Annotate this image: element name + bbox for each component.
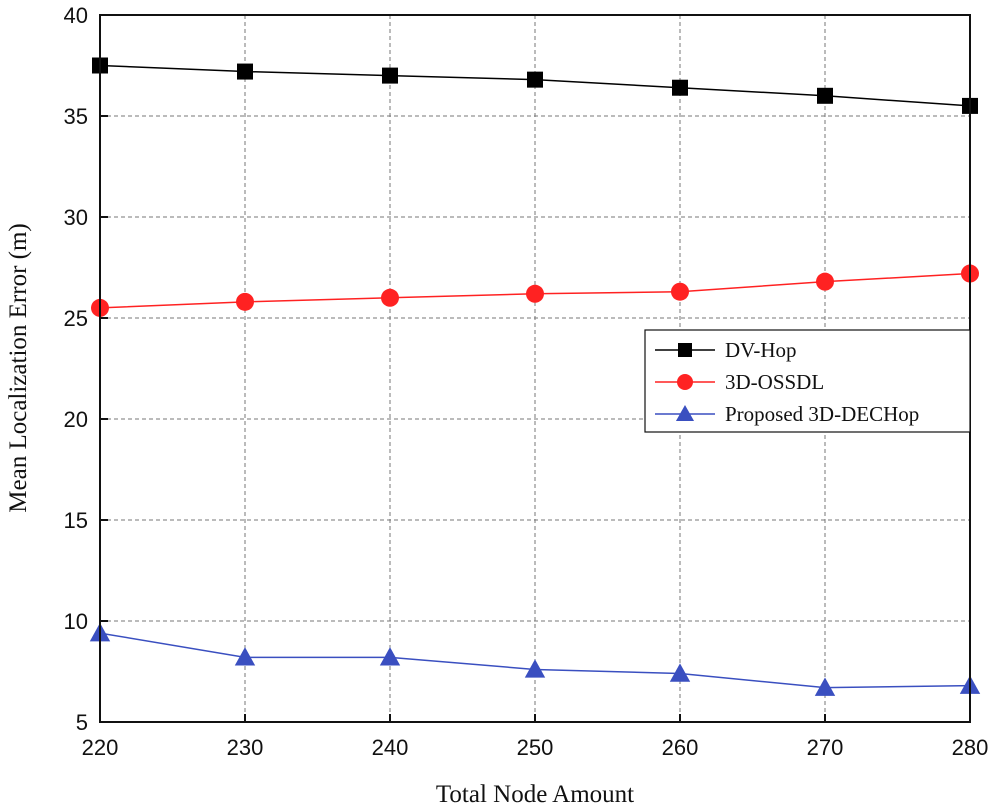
- x-tick-label: 250: [517, 735, 554, 760]
- y-axis-ticks: 5 10 15 20 25 30 35 40: [64, 3, 108, 735]
- legend-label: 3D-OSSDL: [725, 370, 824, 394]
- legend-marker: [675, 404, 695, 422]
- data-point: [381, 288, 399, 307]
- x-axis-ticks: 220 230 240 250 260 270 280: [82, 714, 989, 760]
- data-point: [527, 71, 543, 88]
- y-tick-label: 20: [64, 407, 88, 432]
- y-tick-label: 15: [64, 508, 88, 533]
- x-tick-label: 270: [807, 735, 844, 760]
- data-point: [379, 647, 401, 666]
- y-tick-label: 25: [64, 306, 88, 331]
- x-axis-title: Total Node Amount: [436, 781, 634, 808]
- legend-marker: [678, 343, 692, 357]
- y-tick-label: 40: [64, 3, 88, 28]
- data-point: [234, 647, 256, 666]
- data-point: [382, 67, 398, 84]
- y-axis-title: Mean Localization Error (m): [5, 223, 32, 512]
- series-layer: [89, 57, 981, 696]
- y-tick-label: 35: [64, 104, 88, 129]
- legend-box: [644, 329, 971, 433]
- data-point: [237, 63, 253, 80]
- y-tick-label: 5: [76, 710, 88, 735]
- data-point: [524, 659, 546, 678]
- x-tick-label: 230: [227, 735, 264, 760]
- data-point: [814, 677, 836, 696]
- series-circle: [91, 264, 979, 317]
- legend: DV-Hop 3D-OSSDL Proposed 3D-DECHop: [644, 329, 971, 433]
- y-tick-label: 10: [64, 609, 88, 634]
- legend-label: DV-Hop: [725, 338, 797, 362]
- x-tick-label: 240: [372, 735, 409, 760]
- x-tick-label: 260: [662, 735, 699, 760]
- data-point: [671, 282, 689, 301]
- data-point: [526, 284, 544, 303]
- data-point: [669, 663, 691, 682]
- y-tick-label: 30: [64, 205, 88, 230]
- x-tick-label: 280: [952, 735, 989, 760]
- legend-label: Proposed 3D-DECHop: [725, 402, 919, 426]
- legend-marker: [677, 374, 693, 390]
- series-square: [92, 57, 978, 114]
- data-point: [816, 272, 834, 291]
- data-point: [236, 292, 254, 311]
- x-tick-label: 220: [82, 735, 119, 760]
- data-point: [817, 87, 833, 104]
- data-point: [672, 79, 688, 96]
- series-triangle: [89, 622, 981, 696]
